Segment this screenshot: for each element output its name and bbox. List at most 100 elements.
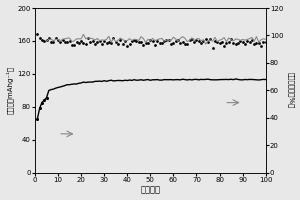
- Point: [120, 42, 125, 46]
- Point: [35, 33, 40, 36]
- Point: [40, 101, 44, 104]
- Point: [160, 42, 164, 45]
- Point: [141, 43, 146, 46]
- Point: [162, 39, 167, 42]
- Point: [51, 40, 56, 43]
- Point: [93, 43, 98, 46]
- Point: [37, 37, 42, 40]
- Point: [130, 40, 134, 43]
- Y-axis label: 比容量（mAhg⁻¹）: 比容量（mAhg⁻¹）: [6, 66, 13, 114]
- Point: [219, 40, 224, 44]
- Point: [123, 40, 128, 43]
- Point: [90, 40, 95, 43]
- Point: [136, 40, 141, 44]
- Point: [203, 37, 208, 41]
- Point: [212, 39, 217, 42]
- Point: [111, 36, 116, 39]
- Point: [81, 42, 86, 45]
- Point: [63, 40, 68, 44]
- Point: [171, 41, 176, 44]
- Point: [109, 41, 113, 44]
- Point: [44, 96, 49, 99]
- Point: [194, 38, 199, 42]
- Point: [118, 38, 123, 41]
- Point: [132, 39, 136, 42]
- Point: [125, 44, 130, 47]
- Point: [134, 40, 139, 43]
- Point: [155, 40, 160, 43]
- Point: [173, 40, 178, 43]
- X-axis label: 循环次数: 循环次数: [140, 185, 160, 194]
- Point: [106, 40, 111, 44]
- Point: [53, 36, 58, 39]
- Point: [88, 40, 93, 43]
- Point: [236, 42, 240, 45]
- Point: [35, 117, 40, 121]
- Point: [74, 41, 79, 44]
- Point: [176, 38, 180, 42]
- Point: [44, 38, 49, 41]
- Point: [46, 36, 51, 39]
- Point: [259, 44, 263, 47]
- Point: [190, 38, 194, 41]
- Point: [196, 40, 201, 43]
- Point: [113, 40, 118, 43]
- Point: [97, 40, 102, 43]
- Point: [76, 42, 81, 45]
- Point: [67, 39, 72, 42]
- Point: [210, 46, 215, 49]
- Point: [167, 38, 171, 42]
- Point: [169, 42, 173, 45]
- Point: [242, 42, 247, 45]
- Point: [86, 37, 91, 40]
- Point: [148, 38, 153, 41]
- Point: [70, 44, 74, 47]
- Point: [65, 41, 70, 44]
- Point: [201, 40, 206, 43]
- Point: [157, 41, 162, 44]
- Point: [58, 40, 63, 44]
- Point: [206, 41, 210, 44]
- Point: [146, 41, 150, 44]
- Point: [139, 41, 143, 44]
- Point: [222, 45, 226, 48]
- Point: [229, 38, 233, 41]
- Point: [100, 42, 104, 45]
- Point: [238, 39, 243, 42]
- Point: [152, 44, 157, 47]
- Point: [252, 42, 256, 46]
- Point: [49, 40, 53, 43]
- Point: [192, 41, 197, 44]
- Point: [150, 39, 155, 43]
- Point: [180, 41, 185, 44]
- Point: [143, 42, 148, 45]
- Point: [40, 38, 44, 42]
- Point: [42, 40, 46, 43]
- Point: [127, 43, 132, 46]
- Point: [208, 37, 213, 41]
- Point: [247, 41, 252, 44]
- Point: [37, 107, 42, 110]
- Point: [249, 39, 254, 42]
- Point: [116, 42, 120, 45]
- Y-axis label: 容量保持率（%）: 容量保持率（%）: [288, 72, 294, 108]
- Point: [215, 40, 220, 44]
- Point: [217, 41, 222, 44]
- Point: [233, 42, 238, 46]
- Point: [102, 39, 106, 42]
- Point: [263, 40, 268, 44]
- Point: [224, 41, 229, 44]
- Point: [164, 38, 169, 41]
- Point: [231, 42, 236, 45]
- Point: [185, 43, 190, 46]
- Point: [56, 38, 61, 41]
- Point: [95, 41, 100, 44]
- Point: [254, 42, 259, 45]
- Point: [72, 43, 76, 46]
- Point: [42, 99, 46, 102]
- Point: [187, 39, 192, 42]
- Point: [245, 40, 250, 43]
- Point: [256, 42, 261, 45]
- Point: [199, 42, 203, 45]
- Point: [226, 40, 231, 43]
